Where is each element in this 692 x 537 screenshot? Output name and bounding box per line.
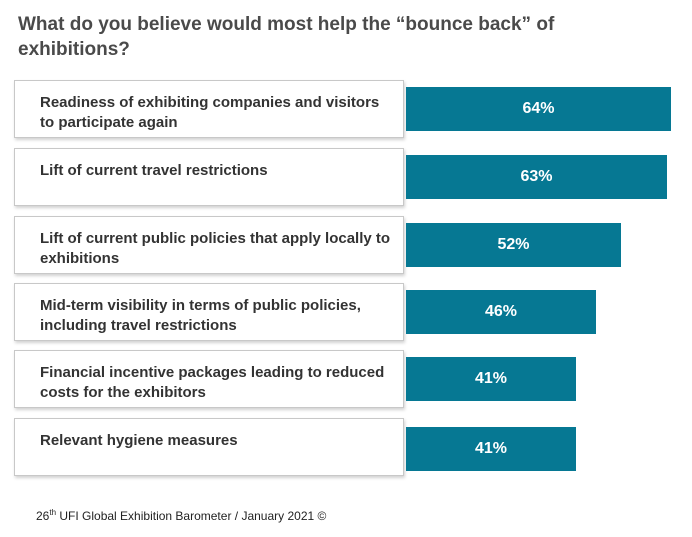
category-label-box: Lift of current public policies that app…: [14, 216, 404, 274]
bar: 41%: [406, 357, 576, 401]
category-label: Relevant hygiene measures: [40, 432, 238, 449]
bar: 52%: [406, 223, 621, 267]
bar-value-label: 64%: [522, 100, 555, 117]
bar: 64%: [406, 87, 671, 131]
bar: 41%: [406, 427, 576, 471]
source-note: 26th UFI Global Exhibition Barometer / J…: [36, 508, 326, 523]
category-label: Lift of current public policies that app…: [40, 230, 391, 267]
bar-value-label: 41%: [474, 370, 508, 387]
category-label: Readiness of exhibiting companies and vi…: [40, 94, 380, 131]
bar-value-label: 52%: [497, 236, 530, 253]
category-label: Mid-term visibility in terms of public p…: [40, 297, 361, 334]
category-label-box: Financial incentive packages leading to …: [14, 350, 404, 408]
category-label: Financial incentive packages leading to …: [40, 364, 385, 401]
bar: 46%: [406, 290, 596, 334]
source-prefix: 26: [36, 509, 50, 523]
bar-value-label: 46%: [484, 303, 518, 320]
category-label-box: Mid-term visibility in terms of public p…: [14, 283, 404, 341]
bar-value-label: 41%: [474, 440, 508, 457]
bar-value-label: 63%: [520, 168, 553, 185]
category-label-box: Relevant hygiene measures: [14, 418, 404, 476]
chart-title: What do you believe would most help the …: [18, 14, 555, 60]
source-text: UFI Global Exhibition Barometer / Januar…: [56, 509, 327, 523]
category-label: Lift of current travel restrictions: [40, 162, 268, 179]
category-label-box: Lift of current travel restrictions: [14, 148, 404, 206]
category-label-box: Readiness of exhibiting companies and vi…: [14, 80, 404, 138]
source-superscript: th: [49, 508, 57, 517]
bar: 63%: [406, 155, 667, 199]
